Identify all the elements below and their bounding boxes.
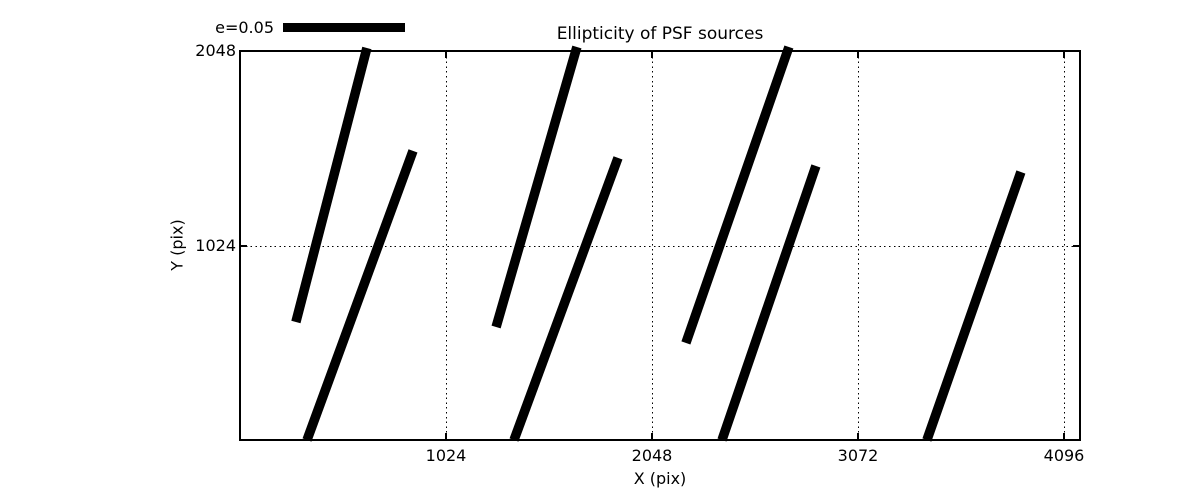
x-tick-bottom-4096 [1063, 433, 1065, 439]
y-tick-left-1024 [241, 245, 247, 247]
x-tick-top-2048 [651, 52, 653, 58]
x-tick-bottom-2048 [651, 433, 653, 439]
x-tick-top-3072 [857, 52, 859, 58]
y-tick-label-1024: 1024 [195, 236, 236, 255]
x-axis-label: X (pix) [633, 469, 687, 488]
x-tick-bottom-1024 [445, 433, 447, 439]
x-tick-label-2048: 2048 [631, 446, 673, 465]
y-tick-right-1024 [1073, 245, 1079, 247]
gridline-x-1024 [446, 52, 447, 439]
gridline-y-1024 [241, 246, 1079, 247]
y-tick-right-2048 [1073, 50, 1079, 52]
gridline-x-3072 [858, 52, 859, 439]
chart-title: Ellipticity of PSF sources [556, 24, 764, 44]
legend-key-bar [283, 23, 405, 32]
x-tick-top-1024 [445, 52, 447, 58]
gridline-x-4096 [1064, 52, 1065, 439]
y-tick-left-2048 [241, 50, 247, 52]
y-tick-label-2048: 2048 [195, 41, 236, 60]
gridline-x-2048 [652, 52, 653, 439]
plot-area [239, 50, 1081, 441]
x-tick-bottom-3072 [857, 433, 859, 439]
x-tick-label-1024: 1024 [425, 446, 467, 465]
x-tick-top-4096 [1063, 52, 1065, 58]
x-tick-label-3072: 3072 [837, 446, 879, 465]
legend-label: e=0.05 [215, 18, 274, 37]
x-tick-label-4096: 4096 [1043, 446, 1085, 465]
